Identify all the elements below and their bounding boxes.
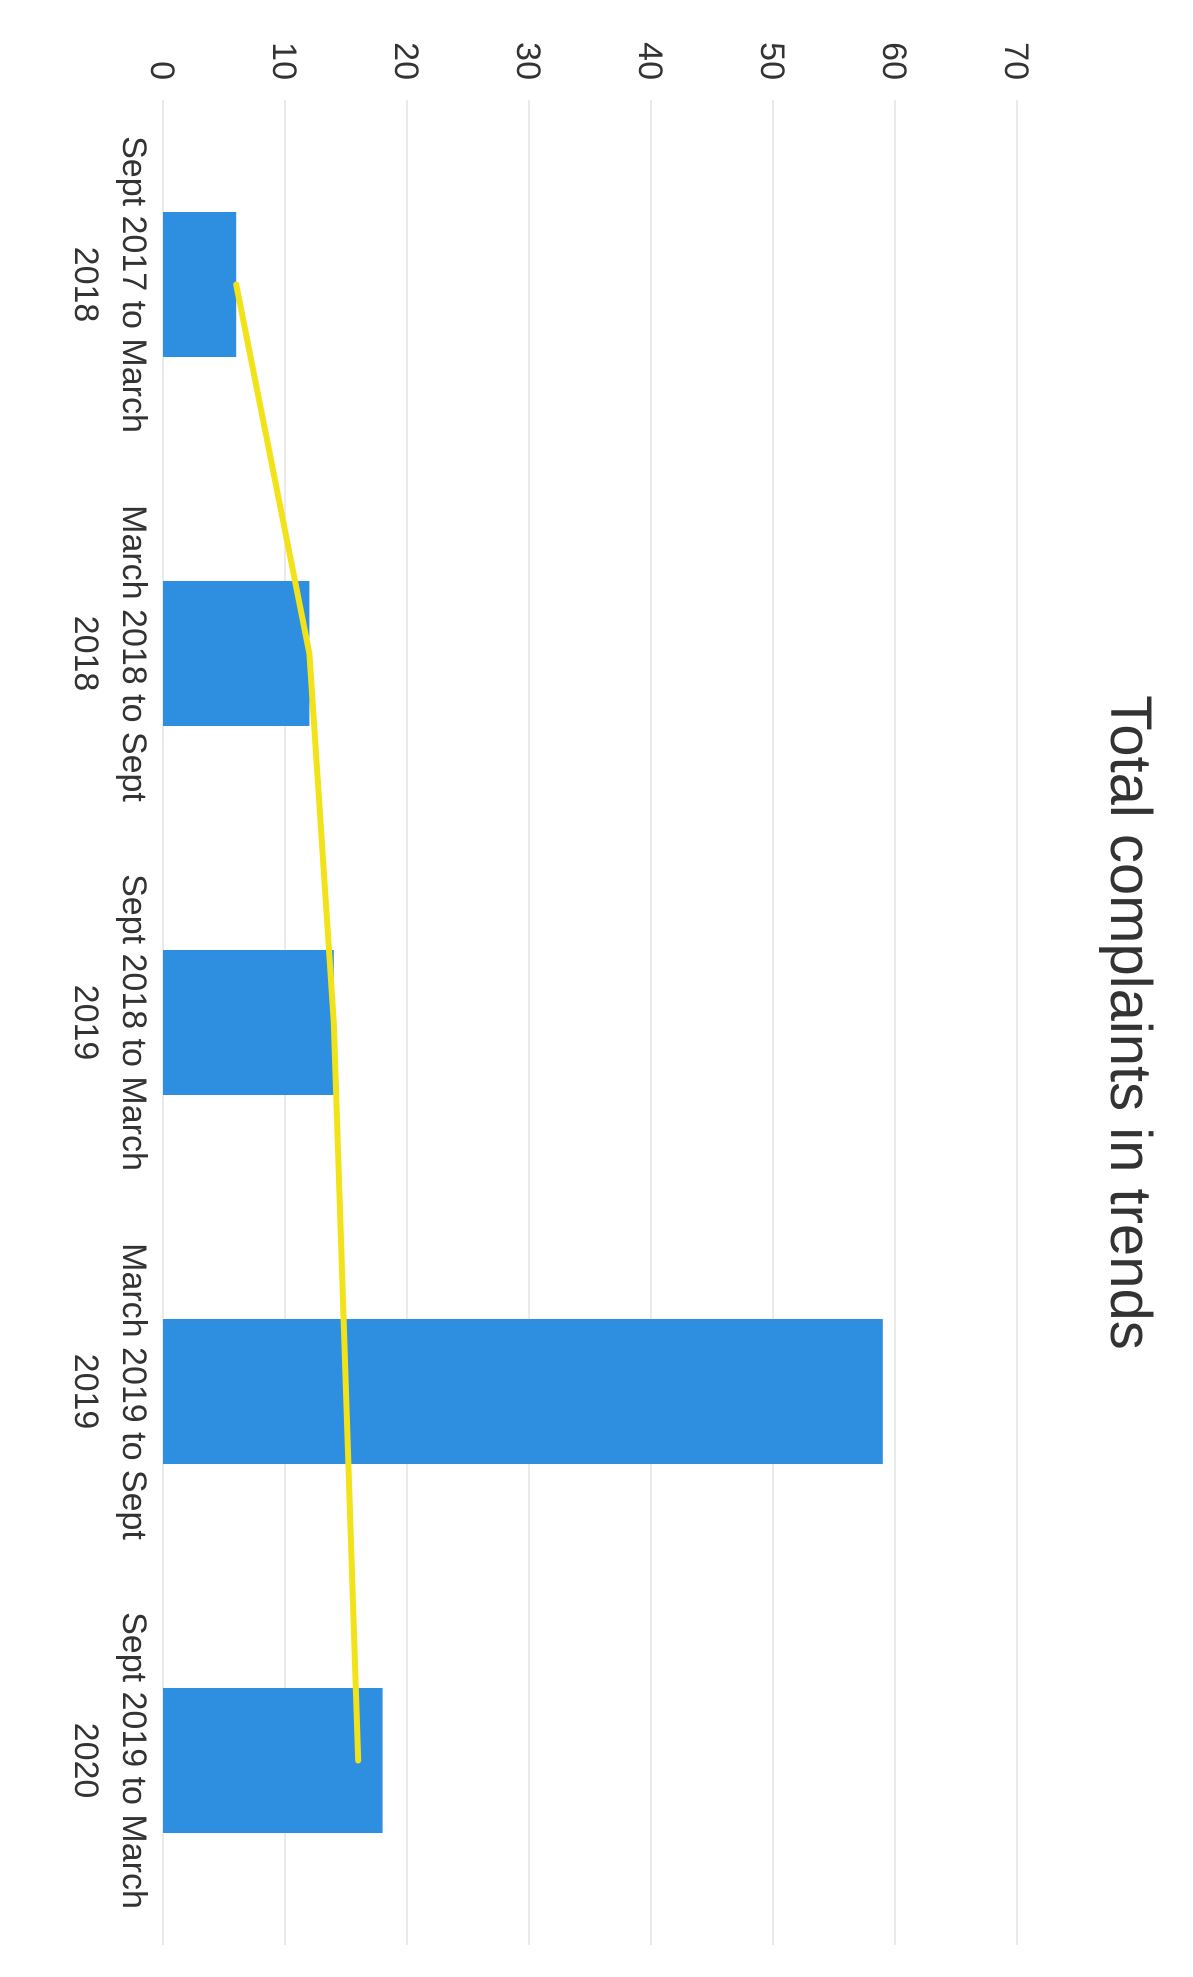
category-label: Sept 2019 to March [115, 1612, 153, 1909]
category-axis-labels: Sept 2017 to March 2018 March 2018 to Sept… [67, 136, 153, 1909]
trendline-series [233, 281, 362, 1764]
value-tick-label: 40 [631, 42, 669, 80]
grid-lines [162, 100, 1018, 1945]
category-label: 2018 [67, 616, 105, 692]
chart-title: Total complaints in trends [1098, 695, 1163, 1349]
category-label: March 2019 to Sept [115, 1243, 153, 1540]
value-tick-label: 10 [265, 42, 303, 80]
value-tick-label: 30 [509, 42, 547, 80]
bar [163, 581, 310, 726]
value-tick-label: 50 [753, 42, 791, 80]
value-tick-label: 0 [143, 61, 181, 80]
category-label: Sept 2018 to March [115, 874, 153, 1171]
chart-rotated-frame: 0 10 20 30 40 50 60 70 Sept 2017 to March 2018 Ma… [67, 42, 1163, 1945]
category-label: Sept 2017 to March [115, 136, 153, 433]
bar [163, 1319, 883, 1464]
category-label: 2020 [67, 1723, 105, 1799]
trendline [233, 281, 362, 1764]
category-label: 2019 [67, 1354, 105, 1430]
bar [162, 950, 334, 1095]
bar [163, 212, 237, 357]
value-axis-ticks: 0 10 20 30 40 50 60 70 [143, 42, 1035, 80]
category-label: 2018 [67, 247, 105, 323]
category-label: 2019 [67, 985, 105, 1061]
value-tick-label: 70 [997, 42, 1035, 80]
bar [162, 1688, 383, 1833]
category-label: March 2018 to Sept [115, 505, 153, 802]
value-tick-label: 20 [387, 42, 425, 80]
value-tick-label: 60 [875, 42, 913, 80]
